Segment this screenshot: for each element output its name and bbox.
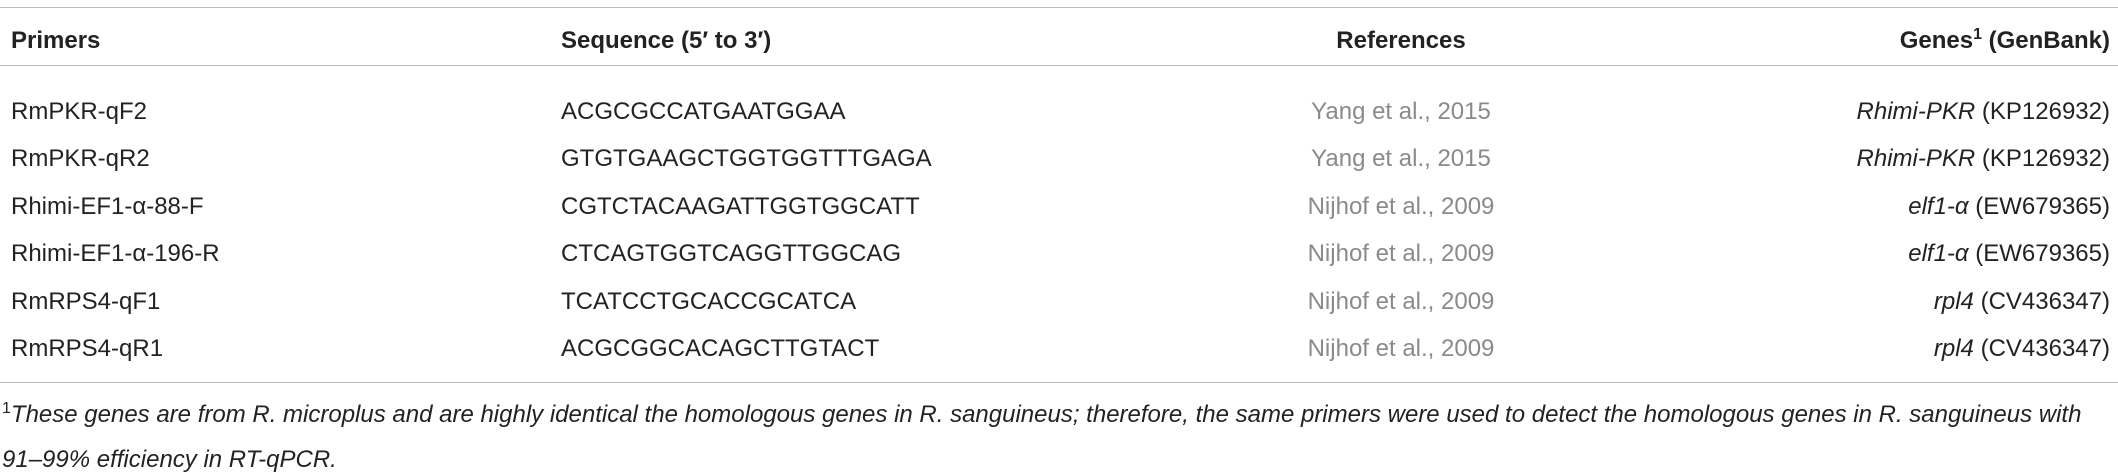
sequence-cell: CTCAGTGGTCAGGTTGGCAG bbox=[561, 240, 901, 268]
accession: (CV436347) bbox=[1980, 287, 2110, 315]
accession: (EW679365) bbox=[1975, 192, 2110, 220]
header-text: Genes bbox=[1899, 27, 1974, 54]
gene-cell: elf1-α (EW679365) bbox=[1908, 239, 2110, 269]
sequence-cell: GTGTGAAGCTGGTGGTTTGAGA bbox=[561, 145, 932, 173]
sequence-cell: CGTCTACAAGATTGGTGGCATT bbox=[561, 192, 920, 220]
gene-name: elf1-α bbox=[1908, 240, 1969, 268]
gene-name: Rhimi-PKR bbox=[1856, 145, 1976, 173]
bottom-rule bbox=[0, 382, 2118, 383]
header-cell: Primers bbox=[11, 27, 101, 54]
gene-name: Rhimi-PKR bbox=[1856, 98, 1976, 125]
gene-cell: elf1-α (EW679365) bbox=[1908, 192, 2110, 222]
header-cell: Sequence (5′ to 3′) bbox=[561, 27, 772, 54]
reference-cell: Yang et al., 2015 bbox=[1311, 98, 1491, 125]
gene-cell: Rhimi-PKR (KP126932) bbox=[1857, 144, 2110, 174]
accession: (EW679365) bbox=[1975, 240, 2110, 268]
footnote-marker: 1 bbox=[2, 400, 11, 417]
gene-cell: rpl4 (CV436347) bbox=[1934, 287, 2110, 317]
header-cell: References bbox=[1336, 27, 1466, 54]
reference-cell: Nijhof et al., 2009 bbox=[1307, 287, 1495, 315]
primer-cell: RmRPS4-qR1 bbox=[11, 335, 164, 362]
header-rule bbox=[0, 65, 2118, 66]
sequence-cell: ACGCGGCACAGCTTGTACT bbox=[561, 335, 880, 362]
accession: (CV436347) bbox=[1980, 335, 2110, 362]
sequence-cell: ACGCGCCATGAATGGAA bbox=[561, 98, 846, 125]
accession: (KP126932) bbox=[1981, 98, 2110, 125]
gene-name: rpl4 bbox=[1933, 335, 1974, 362]
reference-cell: Nijhof et al., 2009 bbox=[1307, 192, 1495, 220]
gene-cell: Rhimi-PKR (KP126932) bbox=[1857, 97, 2110, 127]
top-rule bbox=[0, 7, 2118, 8]
header-cell: Genes1 (GenBank) bbox=[1900, 26, 2110, 56]
gene-name: elf1-α bbox=[1908, 192, 1969, 220]
footnote-text: These genes are from R. microplus and ar… bbox=[2, 401, 2082, 473]
header-text: (GenBank) bbox=[1988, 27, 2110, 54]
reference-cell: Nijhof et al., 2009 bbox=[1307, 240, 1495, 268]
primer-cell: RmPKR-qF2 bbox=[11, 98, 148, 125]
reference-cell: Yang et al., 2015 bbox=[1311, 145, 1491, 173]
primer-cell: Rhimi-EF1-α-196-R bbox=[11, 240, 220, 268]
sequence-cell: TCATCCTGCACCGCATCA bbox=[561, 287, 857, 315]
primer-cell: RmRPS4-qF1 bbox=[11, 287, 161, 315]
footnote: 1These genes are from R. microplus and a… bbox=[2, 392, 2112, 476]
reference-cell: Nijhof et al., 2009 bbox=[1307, 335, 1495, 362]
gene-cell: rpl4 (CV436347) bbox=[1934, 334, 2110, 364]
gene-name: rpl4 bbox=[1933, 287, 1974, 315]
accession: (KP126932) bbox=[1981, 145, 2110, 173]
footnote-marker: 1 bbox=[1973, 26, 1982, 43]
primer-cell: RmPKR-qR2 bbox=[11, 145, 150, 173]
primer-cell: Rhimi-EF1-α-88-F bbox=[11, 192, 204, 220]
